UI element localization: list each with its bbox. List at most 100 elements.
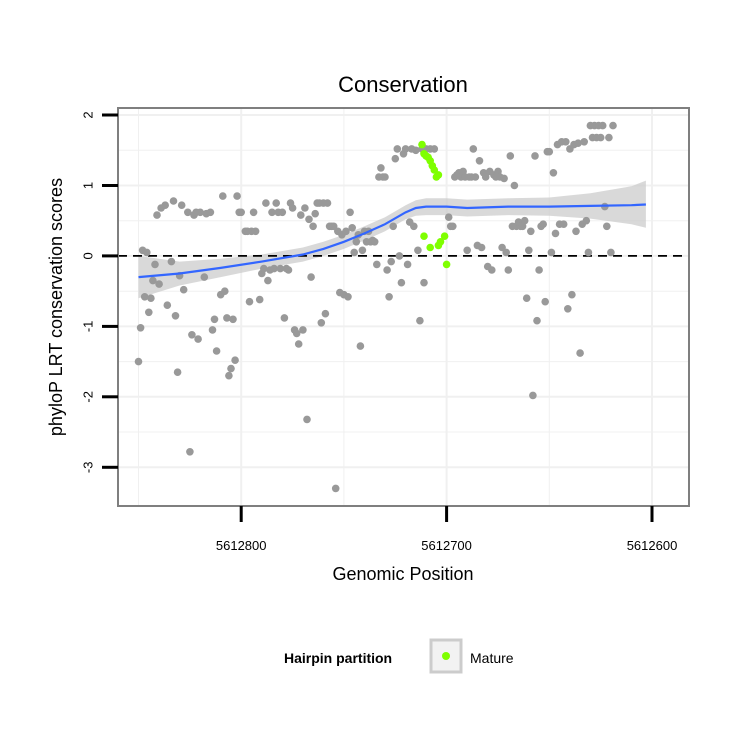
legend: Hairpin partition Mature [284, 638, 514, 674]
point-other [223, 314, 231, 322]
point-other [576, 349, 584, 357]
point-other [251, 227, 260, 236]
point-other [598, 121, 607, 130]
point-mature [436, 238, 445, 246]
point-other [245, 297, 254, 306]
point-other [580, 138, 588, 146]
x-tick-label: 5612600 [627, 538, 678, 553]
point-other [344, 293, 352, 301]
point-other [188, 331, 196, 339]
point-other [145, 308, 153, 317]
point-other [268, 208, 276, 217]
point-other [393, 145, 402, 153]
x-axis-title: Genomic Position [332, 564, 473, 584]
point-other [321, 309, 330, 318]
point-other [143, 248, 151, 257]
point-other [385, 293, 393, 301]
y-axis: 2 1 0 -1 -2 -3 [81, 111, 118, 473]
point-other [596, 133, 605, 142]
point-other [237, 208, 245, 217]
x-axis: 5612800 5612700 5612600 [216, 506, 677, 553]
point-other [397, 278, 406, 287]
plot-panel-border [117, 107, 690, 507]
y-tick-label: -2 [81, 391, 96, 403]
point-other [177, 201, 186, 209]
point-other [134, 357, 143, 366]
point-mature [440, 232, 449, 240]
point-mature [434, 171, 443, 179]
point-other [297, 211, 305, 219]
point-other [527, 227, 535, 236]
point-other [317, 319, 326, 327]
point-other [488, 266, 496, 274]
point-other [136, 324, 145, 332]
point-other [299, 326, 307, 334]
point-other [551, 229, 560, 238]
point-mature [420, 232, 428, 240]
point-other [549, 169, 558, 177]
point-other [264, 276, 272, 285]
point-other [167, 257, 176, 266]
point-other [221, 287, 229, 296]
point-other [609, 121, 617, 130]
x-tick-label: 5612700 [421, 538, 472, 553]
point-other [342, 227, 350, 236]
point-other [311, 209, 320, 218]
point-other [373, 260, 381, 269]
point-other [233, 192, 241, 200]
point-other [481, 173, 490, 181]
point-other [186, 448, 194, 456]
point-other [307, 273, 315, 281]
point-other [194, 335, 202, 343]
point-other [449, 222, 457, 231]
point-other [500, 174, 508, 183]
point-other [163, 301, 172, 310]
point-mature [442, 260, 451, 269]
point-other [444, 213, 453, 221]
point-other [475, 157, 484, 165]
point-other [260, 264, 268, 273]
point-other [387, 257, 396, 266]
point-other [249, 208, 258, 217]
point-other [169, 197, 178, 205]
y-tick-label: 0 [81, 252, 96, 259]
point-other [294, 340, 303, 348]
point-other [535, 266, 543, 274]
data-points [134, 121, 617, 493]
point-other [377, 164, 385, 172]
point-other [506, 152, 515, 160]
point-other [584, 248, 593, 257]
point-other [208, 326, 217, 334]
point-other [420, 278, 428, 287]
point-other [605, 133, 613, 142]
point-other [147, 294, 155, 303]
point-other [329, 222, 338, 231]
point-other [430, 145, 439, 153]
point-other [582, 216, 591, 225]
point-other [539, 220, 547, 228]
y-tick-label: -1 [81, 321, 96, 333]
smooth-line-path [138, 203, 646, 279]
point-other [173, 368, 182, 377]
point-other [356, 342, 365, 350]
point-other [219, 192, 227, 200]
point-other [607, 248, 615, 257]
point-other [559, 220, 568, 228]
point-other [206, 208, 215, 217]
point-other [229, 315, 237, 324]
y-tick-label: 2 [81, 111, 96, 118]
point-other [603, 222, 611, 231]
point-other [391, 154, 400, 163]
point-other [278, 208, 287, 217]
point-other [155, 280, 163, 288]
point-other [531, 152, 539, 160]
point-other [412, 146, 420, 155]
point-other [350, 248, 359, 257]
point-other [410, 222, 418, 231]
point-other [401, 145, 410, 153]
point-other [280, 314, 289, 322]
point-other [210, 315, 219, 324]
legend-key-mature [442, 652, 450, 660]
point-other [153, 211, 161, 219]
point-other [184, 208, 192, 217]
